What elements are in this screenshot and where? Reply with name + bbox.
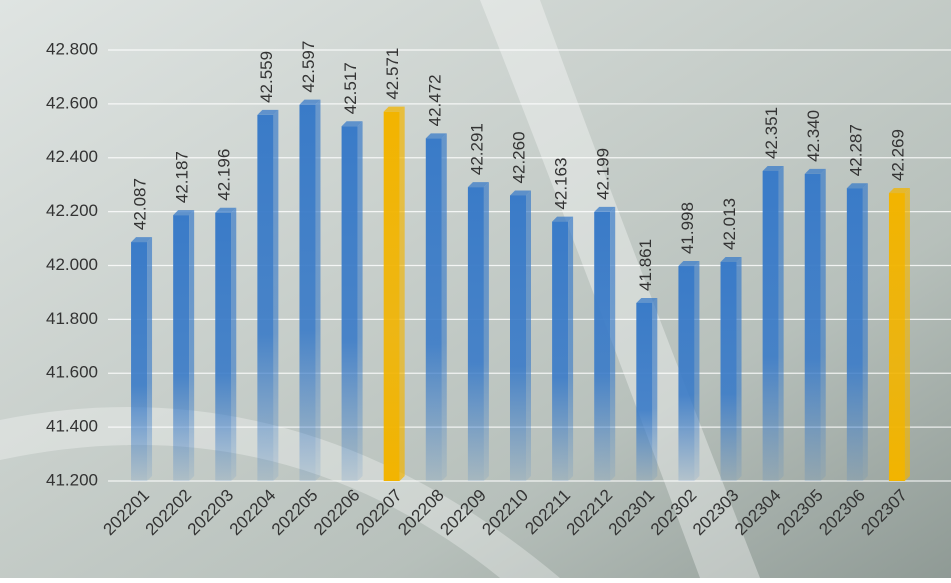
- bar: [299, 104, 316, 481]
- bar-top: [636, 297, 658, 303]
- bar-side: [357, 121, 363, 481]
- bar: [552, 221, 569, 482]
- bar-top: [299, 99, 321, 105]
- bar-top: [594, 206, 616, 212]
- data-label: 42.087: [131, 178, 150, 230]
- bar-top: [720, 256, 742, 262]
- bar-top: [173, 210, 195, 216]
- data-label: 42.260: [509, 131, 528, 183]
- data-label: 42.351: [762, 107, 781, 159]
- data-label: 42.163: [552, 158, 571, 210]
- bar: [131, 242, 148, 481]
- data-label: 42.269: [888, 129, 907, 181]
- y-tick-label: 41.200: [46, 470, 98, 489]
- bar-side: [694, 261, 700, 481]
- data-label: 42.571: [383, 48, 402, 100]
- bar-side: [904, 188, 910, 481]
- bar-side: [231, 207, 237, 481]
- bar-side: [820, 168, 826, 481]
- data-label: 42.517: [341, 62, 360, 114]
- bar-side: [273, 109, 279, 481]
- bar-side: [778, 165, 784, 481]
- data-label: 42.597: [299, 41, 318, 93]
- bar-side: [399, 106, 405, 481]
- leaf-decoration: [0, 407, 560, 578]
- data-label: 42.340: [804, 110, 823, 162]
- bar-side: [147, 237, 153, 481]
- bar-top: [131, 237, 153, 243]
- bar: [510, 195, 526, 481]
- y-tick-label: 41.400: [46, 417, 98, 436]
- data-label: 41.998: [678, 202, 697, 254]
- data-label: 42.013: [720, 198, 739, 250]
- bar: [594, 211, 611, 481]
- bar: [425, 138, 442, 482]
- bar-top: [467, 182, 489, 188]
- y-tick-label: 42.400: [46, 147, 98, 166]
- data-label: 41.861: [636, 239, 655, 291]
- bar-side: [189, 210, 195, 481]
- data-label: 42.196: [215, 149, 234, 201]
- data-label: 42.291: [467, 123, 486, 175]
- bar-side: [526, 190, 531, 481]
- bar: [720, 261, 737, 481]
- bar-top: [762, 165, 784, 171]
- bar-top: [552, 216, 574, 222]
- bar: [383, 111, 400, 481]
- bar-top: [341, 121, 363, 127]
- bar-top: [425, 133, 447, 139]
- bar-top: [215, 207, 237, 213]
- bar: [173, 215, 190, 481]
- bar: [762, 170, 779, 481]
- bar: [257, 114, 274, 481]
- data-label: 42.199: [594, 148, 613, 200]
- data-label: 42.187: [173, 151, 192, 203]
- bar-side: [610, 206, 616, 481]
- y-tick-label: 42.800: [46, 39, 98, 58]
- bar-side: [315, 99, 321, 481]
- bar-top: [846, 183, 868, 189]
- bar: [804, 173, 821, 481]
- bar: [341, 126, 358, 481]
- bar: [678, 266, 695, 481]
- y-tick-label: 41.800: [46, 309, 98, 328]
- bar-side: [736, 256, 742, 481]
- bar-top: [510, 190, 531, 196]
- y-tick-label: 42.600: [46, 93, 98, 112]
- bar: [467, 187, 484, 481]
- y-tick-label: 42.000: [46, 255, 98, 274]
- bar-side: [441, 133, 447, 482]
- y-tick-label: 42.200: [46, 201, 98, 220]
- bar-top: [804, 168, 826, 174]
- bar-side: [652, 297, 658, 481]
- bar-top: [678, 261, 700, 267]
- data-label: 42.559: [257, 51, 276, 103]
- bar-side: [862, 183, 868, 481]
- y-tick-label: 41.600: [46, 363, 98, 382]
- bar: [215, 212, 232, 481]
- data-label: 42.472: [425, 74, 444, 126]
- bar-side: [483, 182, 489, 481]
- bar-top: [888, 188, 910, 194]
- data-label: 42.287: [846, 124, 865, 176]
- bar-top: [383, 106, 405, 112]
- bar: [636, 302, 653, 481]
- bar: [888, 193, 905, 481]
- bar-side: [568, 216, 574, 482]
- bar-top: [257, 109, 279, 115]
- bar: [846, 188, 863, 481]
